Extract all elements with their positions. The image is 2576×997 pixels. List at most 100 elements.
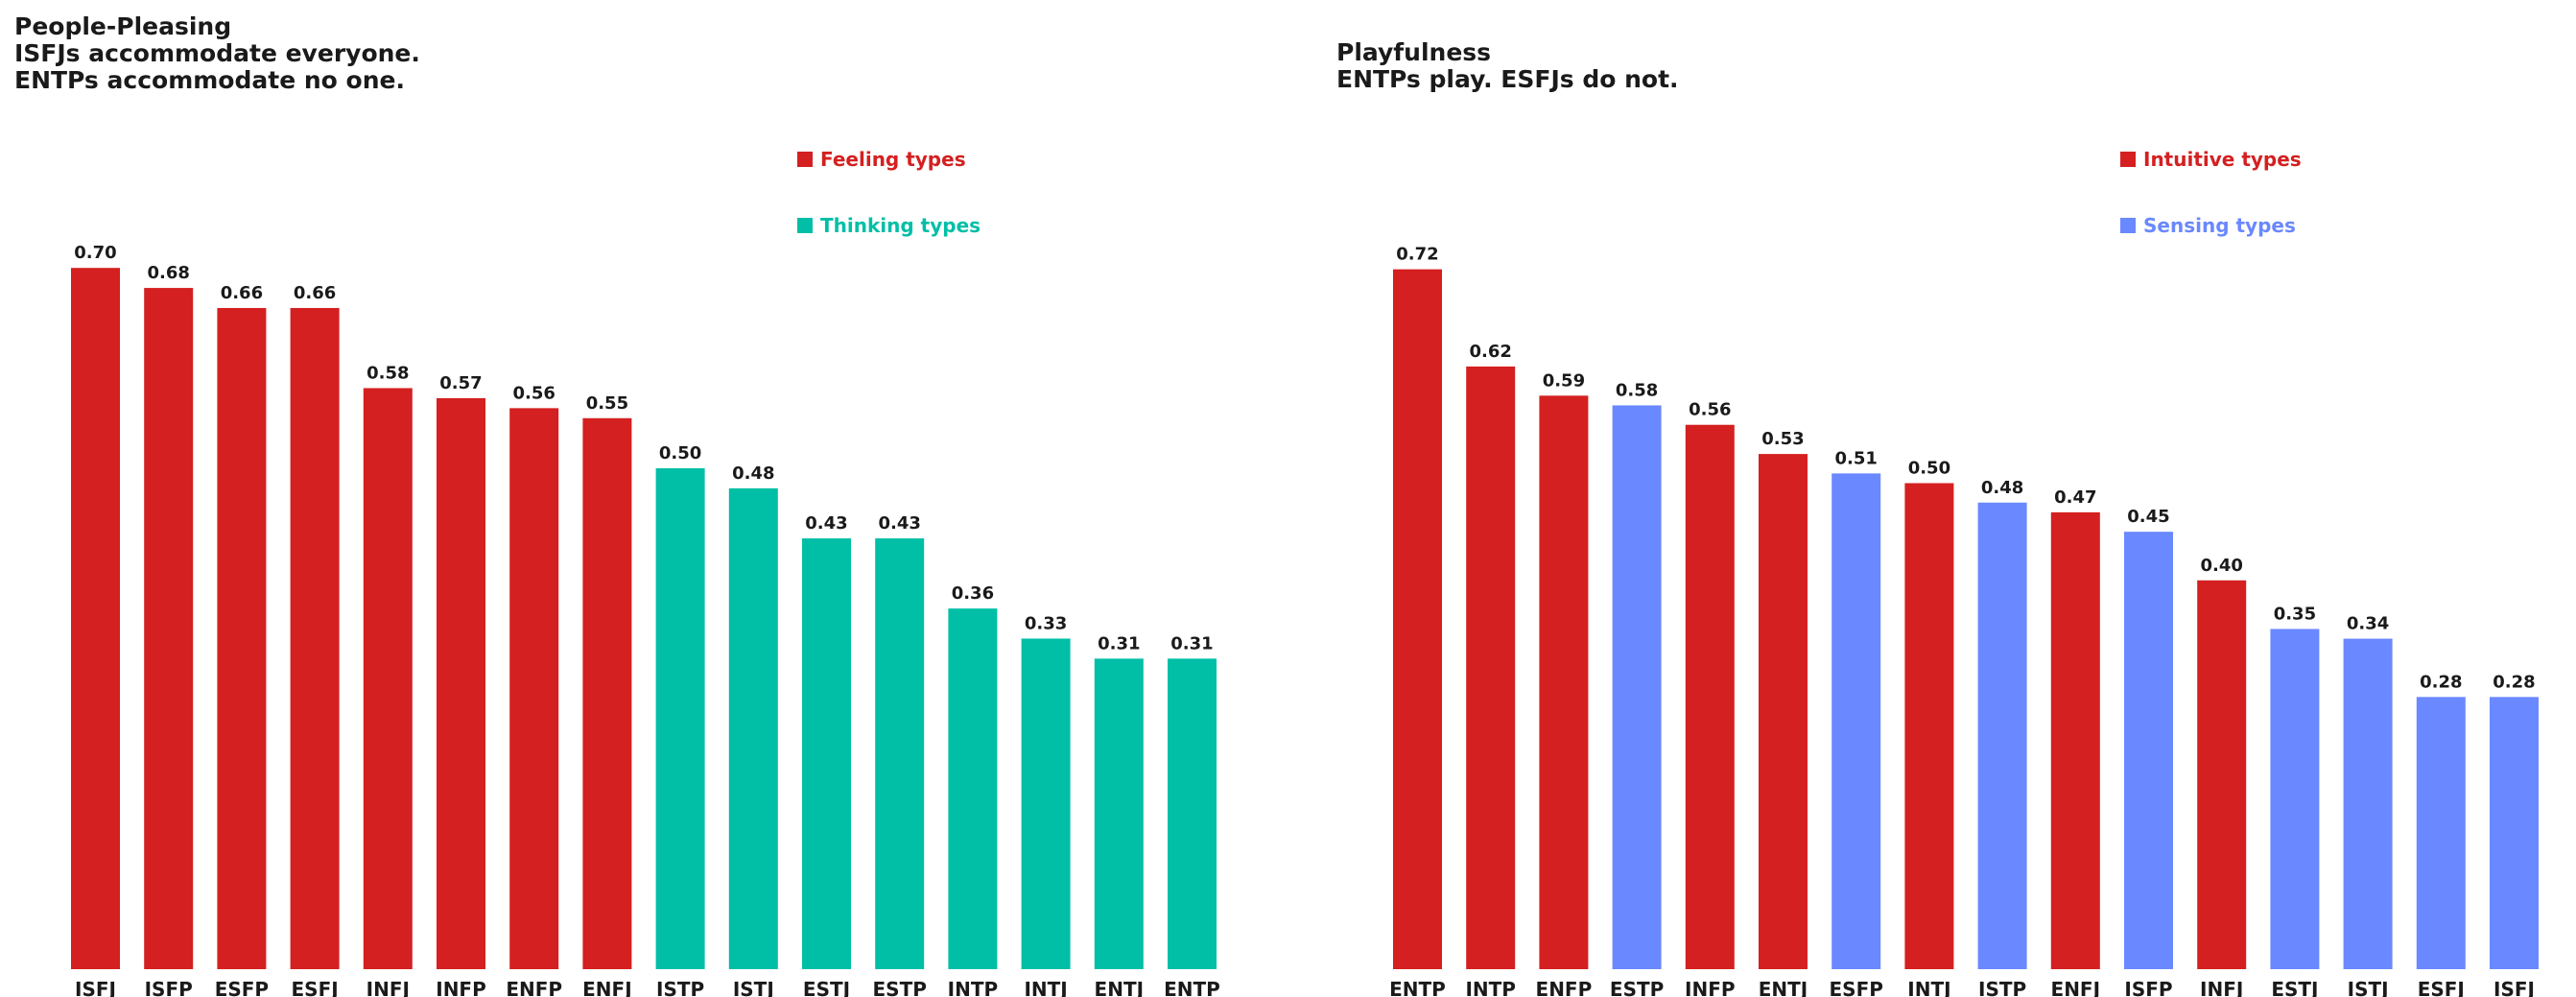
data-label: 0.50 [1908,459,1950,479]
bar-infj [2197,580,2247,969]
data-label: 0.31 [1098,633,1140,653]
bar-istp [1977,502,2027,969]
bar-enfp [1539,395,1589,970]
data-label: 0.55 [586,393,628,414]
bar-enfj [582,417,632,969]
bar-entp [1393,269,1442,969]
data-label: 0.28 [2420,672,2462,692]
bar-isfp [144,288,194,970]
data-label: 0.58 [1616,380,1658,400]
bar-enfp [509,408,559,969]
bar-infp [1685,424,1735,970]
chart-subtitle-line: ENTPs play. ESFJs do not. [1336,65,1679,93]
chart-subtitle-line: ENTPs accommodate no one. [14,66,405,94]
x-tick-label: INFP [1685,978,1736,997]
x-tick-label: ISFP [145,978,193,997]
bar-entj [1094,658,1144,969]
bar-isfj [71,268,120,969]
x-tick-label: ENFJ [2051,978,2101,997]
bar-estp [875,538,925,969]
x-tick-label: INTP [948,978,998,997]
data-label: 0.66 [221,283,263,303]
data-label: 0.45 [2127,507,2169,527]
x-tick-label: ENTP [1164,978,1220,997]
data-label: 0.62 [1469,342,1511,362]
x-tick-label: ISFJ [75,978,116,997]
data-label: 0.51 [1834,448,1877,468]
bar-intp [1466,366,1516,969]
legend-label: Sensing types [2143,214,2296,237]
x-tick-label: INFP [436,978,486,997]
legend-label: Intuitive types [2143,148,2302,171]
data-label: 0.56 [512,383,555,403]
data-label: 0.58 [366,363,409,383]
x-tick-label: INTJ [1907,978,1950,997]
x-tick-label: ISFP [2124,978,2172,997]
data-label: 0.48 [1981,478,2023,498]
bar-isfp [2124,532,2173,969]
x-tick-label: ISFJ [2493,978,2535,997]
data-label: 0.53 [1761,429,1804,449]
data-label: 0.33 [1025,613,1067,633]
bar-istj [728,487,778,969]
x-tick-label: ENFP [506,978,562,997]
bar-esfj [2416,697,2466,969]
data-label: 0.68 [147,263,189,283]
data-label: 0.36 [952,583,994,604]
data-label: 0.34 [2347,614,2389,634]
data-label: 0.47 [2054,487,2096,508]
bar-esfp [217,307,267,970]
bar-intj [1904,483,1954,969]
data-label: 0.57 [439,373,482,393]
x-tick-label: ESFJ [292,978,339,997]
x-tick-label: INTJ [1024,978,1067,997]
x-tick-label: ESFP [215,978,269,997]
x-tick-label: ISTJ [2348,978,2389,997]
data-label: 0.59 [1543,370,1585,391]
chart-subtitle-line: ISFJs accommodate everyone. [14,39,420,67]
bar-estj [2270,629,2320,969]
x-tick-label: ESTJ [803,978,850,997]
bar-enfj [2050,511,2100,969]
x-tick-label: INTP [1465,978,1515,997]
bar-esfj [290,307,340,970]
legend-label: Feeling types [820,148,966,171]
x-tick-label: INFJ [366,978,410,997]
bar-infj [363,388,413,970]
x-tick-label: ISTP [656,978,704,997]
bar-estp [1612,405,1662,970]
bar-isfj [2490,697,2539,969]
data-label: 0.43 [878,513,920,534]
bar-esfp [1832,473,1881,969]
data-label: 0.48 [732,463,774,484]
chart-title: Playfulness [1336,38,1491,66]
bar-istj [2343,638,2393,969]
x-tick-label: ESFP [1830,978,1883,997]
bar-entp [1168,658,1217,969]
data-label: 0.28 [2493,672,2535,692]
x-tick-label: ENFJ [582,978,632,997]
x-tick-label: INFJ [2200,978,2243,997]
data-label: 0.56 [1689,400,1731,420]
data-label: 0.72 [1396,245,1438,265]
data-label: 0.66 [294,283,336,303]
bar-entj [1759,454,1808,969]
x-tick-label: ESTP [1610,978,1664,997]
data-label: 0.50 [659,443,701,463]
x-tick-label: ISTJ [733,978,774,997]
x-tick-label: ENTJ [1095,978,1144,997]
data-label: 0.31 [1170,633,1213,653]
legend-label: Thinking types [820,214,981,237]
chart-title: People-Pleasing [14,12,231,40]
data-label: 0.40 [2200,556,2242,576]
x-tick-label: ESFJ [2418,978,2465,997]
legend-swatch [797,152,813,167]
x-tick-label: ENTJ [1759,978,1808,997]
legend-swatch [2120,152,2136,167]
bar-infp [437,397,485,969]
x-tick-label: ENFP [1536,978,1593,997]
x-tick-label: ESTP [873,978,927,997]
